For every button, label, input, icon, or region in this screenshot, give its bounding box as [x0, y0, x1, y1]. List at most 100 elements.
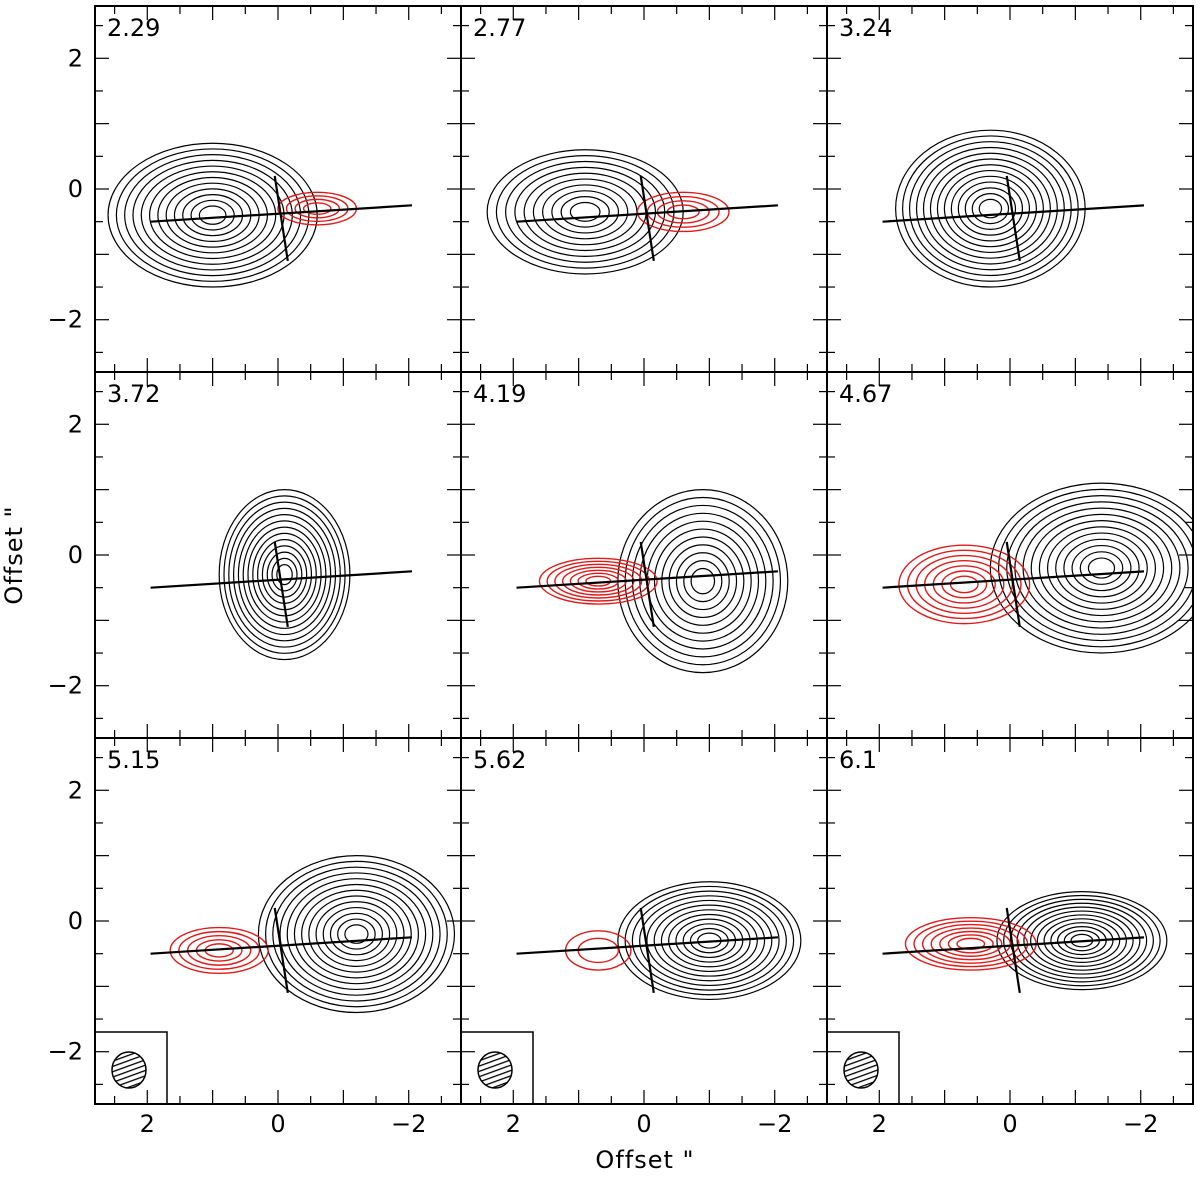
positive-contour — [532, 178, 638, 246]
positive-contour — [971, 193, 1010, 225]
positive-contour — [646, 899, 773, 982]
perpendicular-line — [1005, 541, 1021, 628]
positive-contour — [929, 158, 1051, 259]
positive-contour — [266, 551, 303, 598]
positive-contour — [232, 507, 337, 642]
positive-contour — [261, 545, 308, 604]
positive-contour — [337, 918, 376, 950]
negative-contour — [939, 930, 1003, 957]
positive-contour — [301, 889, 412, 979]
panel-contours — [564, 881, 802, 1001]
beam-ellipse-icon — [843, 1051, 879, 1089]
positive-contour — [1003, 894, 1161, 987]
positive-contour — [646, 520, 760, 642]
positive-contour — [661, 536, 745, 626]
positive-contour — [639, 895, 780, 987]
positive-contour — [257, 855, 456, 1014]
positive-contour — [964, 187, 1017, 230]
panel-contours — [107, 142, 358, 288]
perpendicular-line — [1005, 175, 1021, 262]
panel-contours — [218, 489, 351, 661]
negative-contour — [538, 557, 658, 605]
positive-contour — [1038, 519, 1165, 617]
positive-contour — [1079, 551, 1124, 585]
panel-frame — [826, 5, 1194, 373]
panel-frame — [460, 5, 828, 373]
y-tick-label: −2 — [48, 672, 83, 700]
y-tick-label: 0 — [68, 907, 83, 935]
positive-contour — [322, 906, 391, 962]
positive-contour — [631, 504, 774, 658]
negative-contour — [898, 544, 1031, 625]
positive-contour — [190, 199, 235, 231]
positive-contour — [915, 146, 1065, 271]
panel: 5.62 2 0 −2 — [460, 737, 828, 1138]
positive-contour — [132, 159, 293, 271]
positive-contour — [653, 904, 766, 977]
panel: 2.29 2 0 −2 — [48, 5, 462, 373]
positive-contour — [271, 557, 298, 592]
positive-contour — [140, 165, 285, 265]
x-tick-label: 0 — [636, 1110, 651, 1138]
perpendicular-line — [1005, 907, 1021, 994]
panel: 4.19 — [460, 371, 828, 739]
velocity-label: 3.24 — [839, 14, 892, 42]
positive-contour — [279, 872, 434, 996]
x-tick-label: −2 — [391, 1110, 426, 1138]
positive-contour — [996, 890, 1168, 991]
positive-contour — [1071, 544, 1132, 592]
positive-contour — [957, 181, 1024, 236]
positive-contour — [344, 924, 369, 944]
panel-contours — [486, 149, 730, 275]
negative-contour — [949, 575, 979, 594]
y-tick-label: −2 — [48, 306, 83, 334]
positive-contour — [272, 866, 441, 1002]
velocity-label: 2.77 — [473, 14, 526, 42]
x-tick-label: 2 — [140, 1110, 155, 1138]
positive-contour — [989, 482, 1193, 654]
negative-contour — [636, 191, 730, 233]
positive-contour — [1030, 513, 1173, 623]
positive-contour — [124, 154, 302, 277]
panel: 4.67 — [826, 371, 1194, 739]
panel-contours — [895, 129, 1086, 288]
panel-contours — [169, 855, 456, 1014]
positive-contour — [978, 198, 1003, 219]
panel: 6.1 2 0 −2 — [826, 737, 1194, 1138]
y-tick-label: 0 — [68, 541, 83, 569]
positive-contour — [308, 895, 405, 973]
positive-contour — [617, 489, 789, 674]
positive-contour — [1036, 914, 1127, 967]
positive-contour — [1016, 902, 1148, 979]
y-tick-label: 2 — [68, 410, 83, 438]
beam-ellipse-icon — [477, 1051, 513, 1089]
negative-contour — [906, 549, 1022, 620]
negative-contour — [302, 202, 332, 215]
positive-contour — [936, 164, 1044, 254]
negative-contour — [646, 195, 720, 228]
negative-contour — [956, 937, 986, 951]
panel: 5.15 2 0 −2 2 0 −2 — [48, 737, 462, 1138]
positive-contour — [1014, 501, 1189, 635]
positive-contour — [997, 488, 1193, 648]
positive-contour — [675, 552, 730, 611]
positive-contour — [223, 495, 346, 654]
velocity-label: 5.62 — [473, 746, 526, 774]
positive-contour — [624, 885, 795, 996]
positive-contour — [198, 205, 227, 225]
positive-contour — [943, 169, 1037, 248]
positive-contour — [265, 860, 448, 1008]
positive-contour — [148, 171, 277, 260]
y-tick-label: 0 — [68, 175, 83, 203]
positive-contour — [901, 135, 1079, 282]
panel-contours — [904, 890, 1168, 991]
y-tick-label: 2 — [68, 44, 83, 72]
panel-frame — [94, 371, 462, 739]
positive-contour — [922, 152, 1058, 265]
panel: 3.24 — [826, 5, 1194, 373]
velocity-label: 5.15 — [107, 746, 160, 774]
positive-contour — [631, 890, 787, 991]
positive-contour — [237, 514, 332, 636]
positive-contour — [542, 184, 629, 240]
